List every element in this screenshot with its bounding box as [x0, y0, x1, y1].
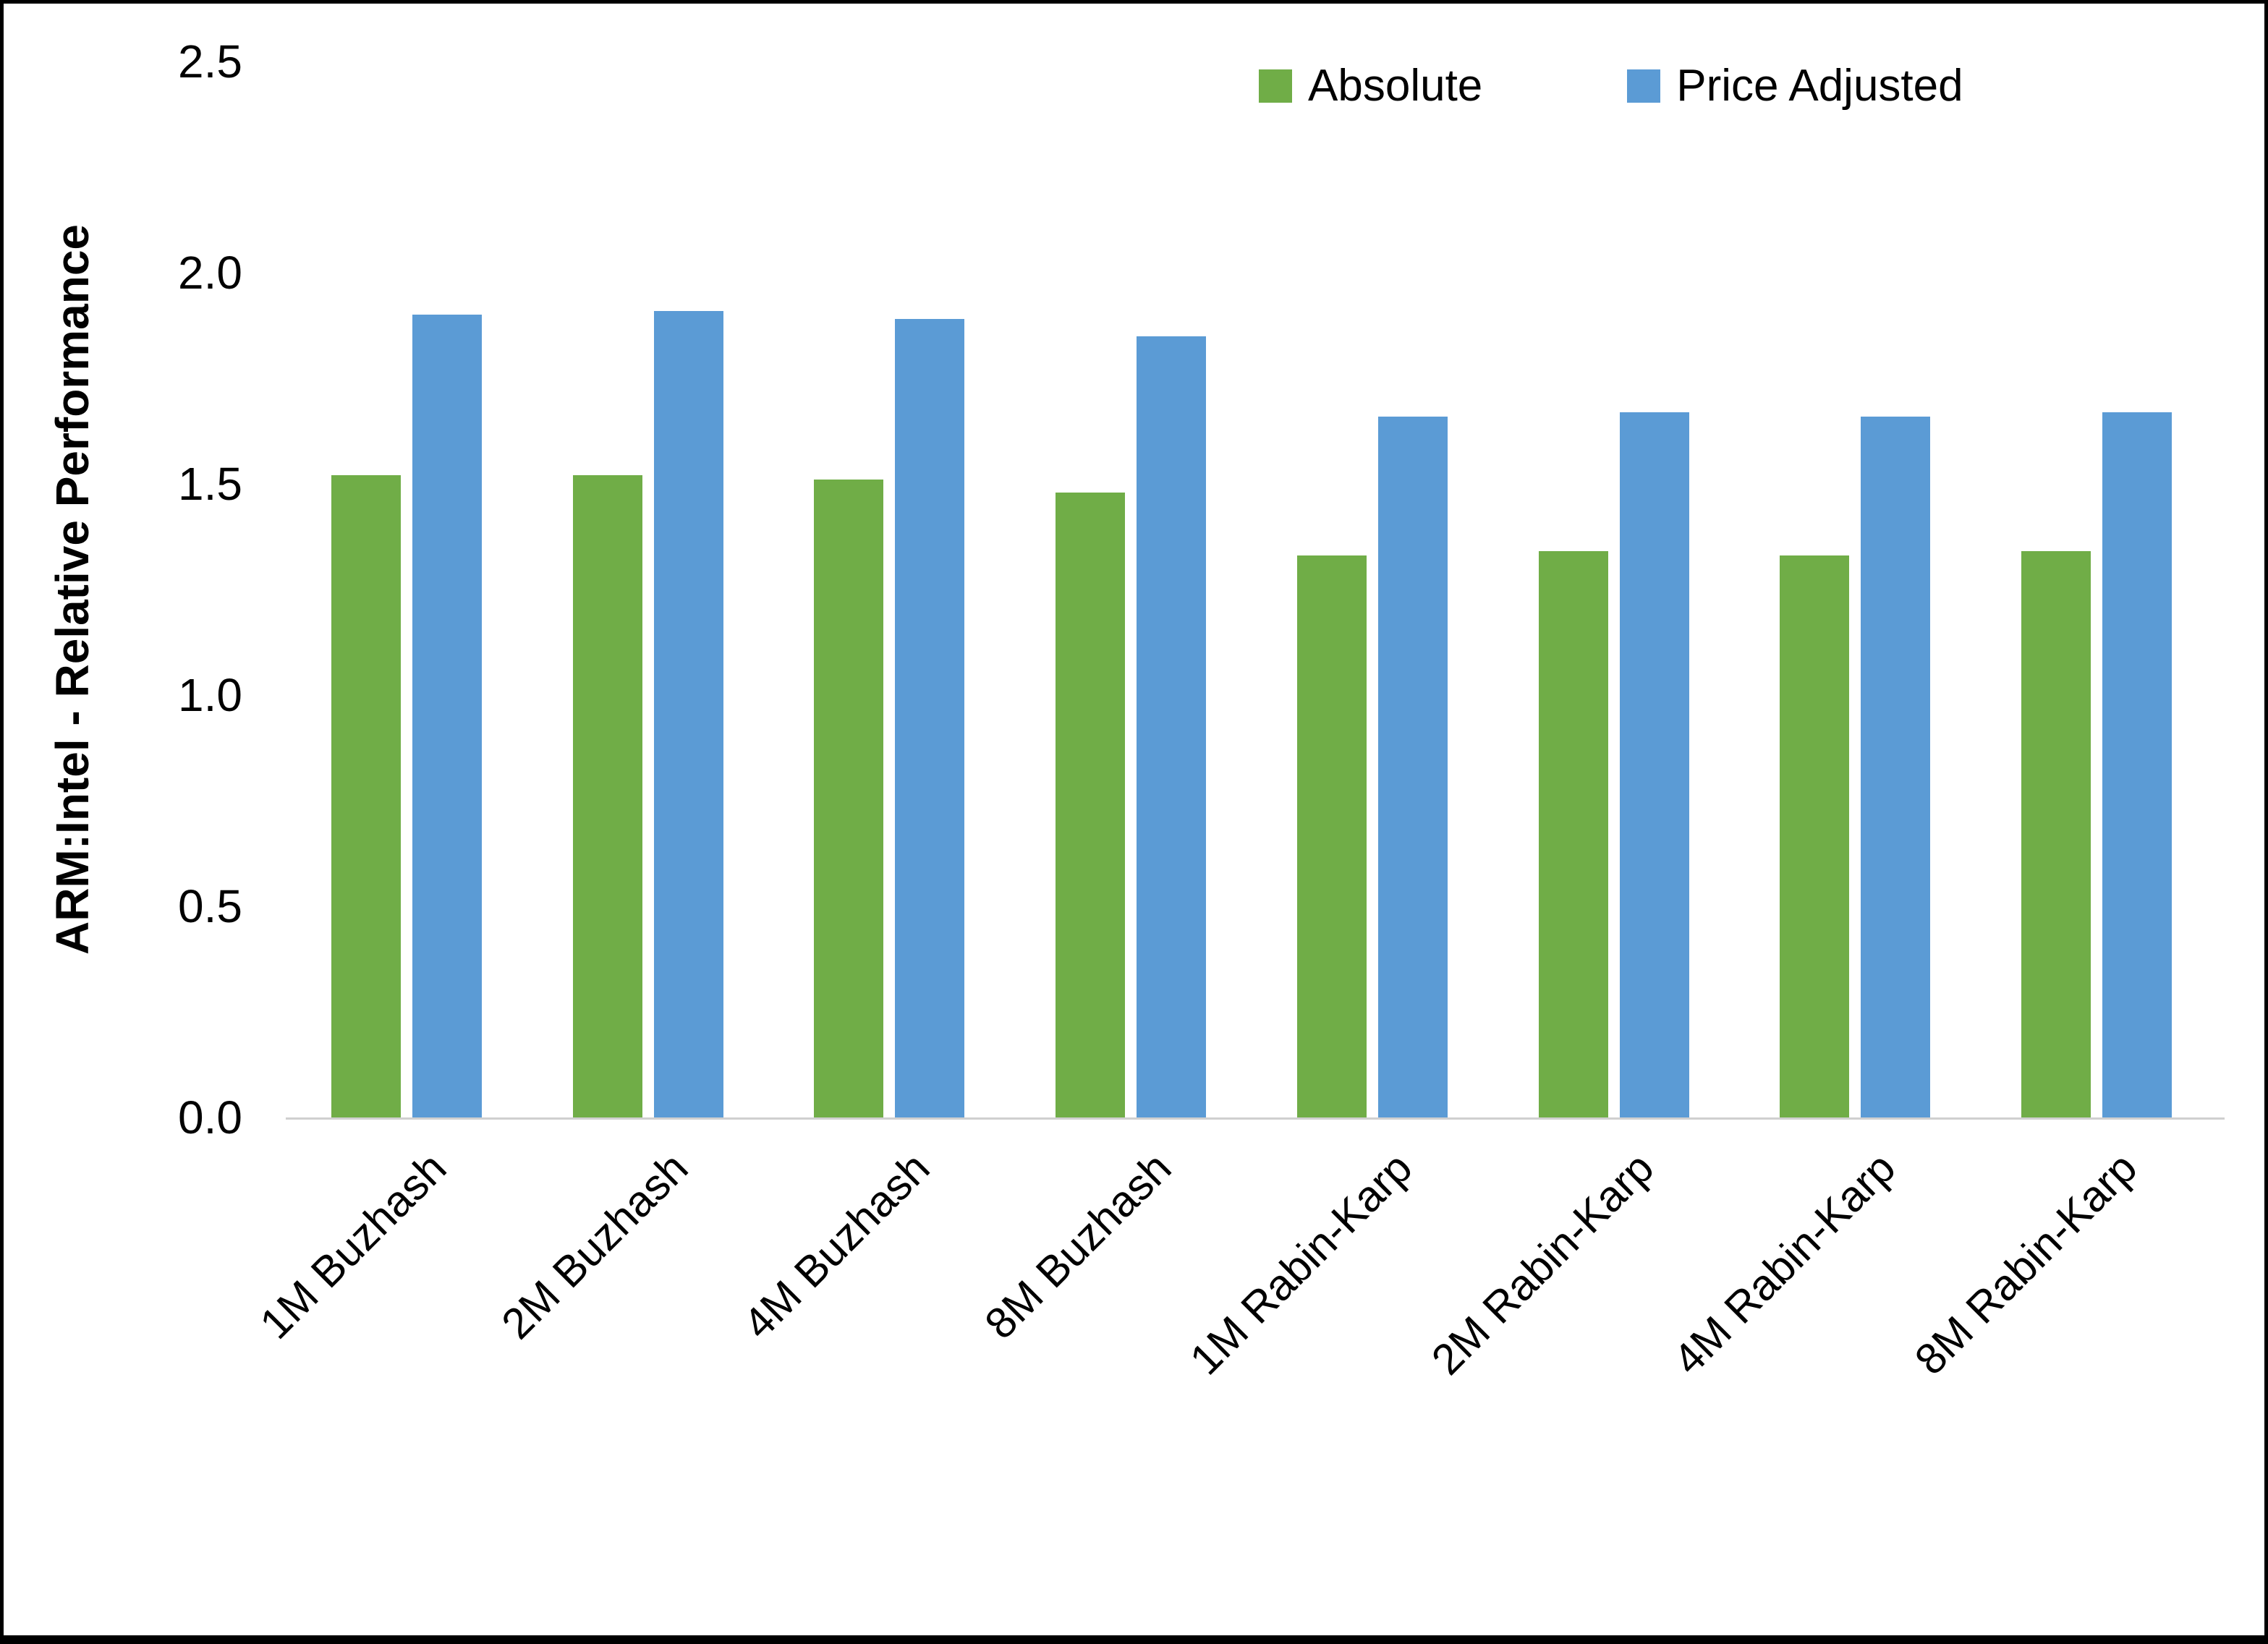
bar-group: [2021, 412, 2173, 1117]
y-tick-label: 2.0: [178, 247, 242, 299]
bar-price-adjusted: [1861, 416, 1931, 1117]
y-tick-label: 0.0: [178, 1091, 242, 1143]
plot-area: [286, 61, 2217, 1117]
bar-absolute: [1538, 551, 1608, 1117]
bar-group: [331, 315, 482, 1117]
bar-price-adjusted: [895, 319, 965, 1117]
bar-price-adjusted: [653, 310, 723, 1117]
legend-swatch-icon: [1627, 69, 1661, 103]
bar-price-adjusted: [1377, 416, 1448, 1117]
bar-price-adjusted: [2102, 412, 2173, 1117]
bar-absolute: [814, 480, 884, 1117]
bar-price-adjusted: [412, 315, 482, 1117]
bar-group: [1780, 416, 1931, 1117]
bar-absolute: [572, 475, 642, 1117]
bar-absolute: [331, 475, 401, 1117]
bar-group: [1296, 416, 1448, 1117]
legend-label: Price Adjusted: [1676, 61, 1963, 111]
x-axis-label: 8M Rabin-Karp: [1905, 1143, 2146, 1384]
chart-legend: Absolute Price Adjusted: [1259, 60, 1963, 111]
legend-item: Absolute: [1259, 60, 1482, 111]
y-tick-label: 0.5: [178, 880, 242, 932]
bar-absolute: [2021, 551, 2091, 1117]
y-tick-label: 1.5: [178, 458, 242, 510]
y-tick-label: 1.0: [178, 669, 242, 721]
bar-group: [572, 310, 723, 1117]
legend-swatch-icon: [1259, 69, 1292, 103]
y-axis-title: ARM:Intel - Relative Performance: [46, 223, 98, 955]
bar-price-adjusted: [1137, 336, 1207, 1117]
legend-label: Absolute: [1308, 61, 1483, 111]
x-axis-line: [286, 1117, 2225, 1120]
bar-group: [1538, 412, 1689, 1117]
x-axis-label: 2M Rabin-Karp: [1422, 1143, 1663, 1384]
bar-group: [1056, 336, 1207, 1117]
y-tick-label: 2.5: [178, 35, 242, 88]
x-axis-label: 1M Buzhash: [250, 1143, 456, 1348]
bar-absolute: [1056, 492, 1126, 1117]
x-axis-label: 4M Rabin-Karp: [1663, 1143, 1905, 1384]
bar-price-adjusted: [1619, 412, 1689, 1117]
x-axis-label: 2M Buzhash: [492, 1143, 697, 1348]
bar-absolute: [1780, 555, 1850, 1117]
x-axis-label: 4M Buzhash: [734, 1143, 939, 1348]
bar-absolute: [1296, 555, 1367, 1117]
x-axis-label: 8M Buzhash: [975, 1143, 1181, 1348]
x-axis-label: 1M Rabin-Karp: [1181, 1143, 1422, 1384]
legend-item: Price Adjusted: [1627, 60, 1963, 111]
bar-group: [814, 319, 965, 1117]
